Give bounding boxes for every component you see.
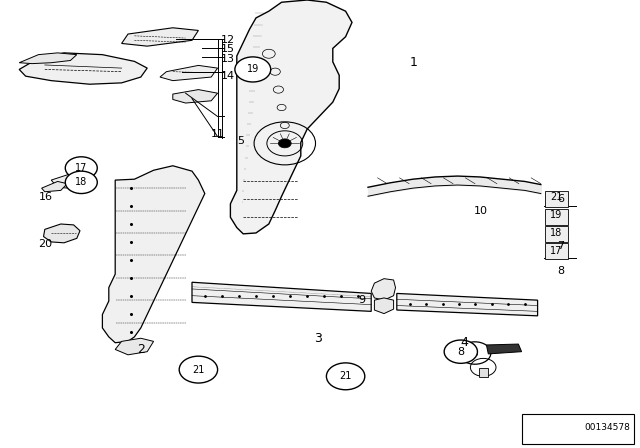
- Text: 15: 15: [221, 44, 235, 54]
- Polygon shape: [397, 293, 538, 316]
- Polygon shape: [115, 338, 154, 355]
- Circle shape: [65, 171, 97, 194]
- Polygon shape: [173, 90, 218, 103]
- Text: 1: 1: [410, 56, 417, 69]
- Text: 18: 18: [550, 228, 563, 238]
- Text: 19: 19: [246, 65, 259, 74]
- Polygon shape: [19, 53, 147, 84]
- Circle shape: [326, 363, 365, 390]
- Polygon shape: [545, 209, 568, 225]
- Text: 8: 8: [557, 266, 564, 276]
- Text: 7: 7: [557, 241, 564, 251]
- Text: 4: 4: [461, 336, 468, 349]
- Text: 21: 21: [192, 365, 205, 375]
- Text: 11: 11: [211, 129, 225, 139]
- Polygon shape: [545, 226, 568, 242]
- Text: 19: 19: [550, 210, 563, 220]
- Text: 8: 8: [457, 347, 465, 357]
- Polygon shape: [160, 65, 218, 81]
- Polygon shape: [545, 243, 568, 259]
- Text: 6: 6: [557, 194, 564, 204]
- Polygon shape: [122, 28, 198, 46]
- Polygon shape: [44, 224, 80, 243]
- FancyBboxPatch shape: [522, 414, 634, 444]
- Polygon shape: [545, 191, 568, 207]
- Text: 17: 17: [75, 163, 88, 173]
- Text: 00134578: 00134578: [584, 423, 630, 432]
- Text: 10: 10: [474, 206, 488, 215]
- Text: 21: 21: [339, 371, 352, 381]
- Text: 8: 8: [472, 349, 477, 358]
- Polygon shape: [192, 282, 371, 311]
- Polygon shape: [479, 368, 488, 377]
- Polygon shape: [42, 181, 67, 192]
- Text: 18: 18: [75, 177, 88, 187]
- Text: 14: 14: [221, 71, 235, 81]
- Polygon shape: [374, 298, 394, 314]
- Text: 13: 13: [221, 54, 235, 64]
- Polygon shape: [230, 0, 352, 234]
- Text: 20: 20: [38, 239, 52, 249]
- Text: 16: 16: [38, 192, 52, 202]
- Polygon shape: [19, 53, 77, 64]
- Circle shape: [278, 139, 291, 148]
- Polygon shape: [102, 166, 205, 343]
- Circle shape: [444, 340, 477, 363]
- Text: 21: 21: [550, 192, 563, 202]
- Polygon shape: [371, 279, 396, 300]
- Polygon shape: [51, 174, 93, 189]
- Text: 9: 9: [358, 295, 365, 305]
- Text: 3: 3: [314, 332, 321, 345]
- Text: 12: 12: [221, 35, 235, 45]
- Text: 5: 5: [237, 136, 244, 146]
- Circle shape: [65, 157, 97, 179]
- Circle shape: [235, 57, 271, 82]
- Text: 2: 2: [138, 343, 145, 356]
- Polygon shape: [486, 344, 522, 354]
- Text: 17: 17: [550, 246, 563, 256]
- Circle shape: [179, 356, 218, 383]
